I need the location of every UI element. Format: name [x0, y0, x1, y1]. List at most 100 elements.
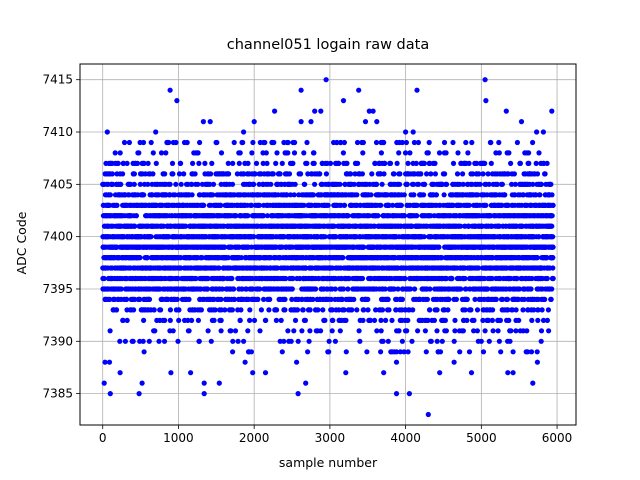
data-point [151, 307, 157, 313]
data-point [418, 171, 424, 177]
data-point [218, 317, 224, 323]
data-point [273, 160, 279, 166]
data-point [107, 296, 113, 302]
data-point [356, 328, 362, 334]
data-point [101, 275, 107, 282]
data-point [405, 160, 411, 166]
data-point [230, 160, 236, 166]
data-point [378, 328, 384, 334]
data-point [264, 160, 270, 166]
data-point [115, 160, 121, 166]
data-point [436, 150, 443, 156]
data-point [178, 181, 184, 187]
data-point [460, 328, 466, 334]
data-point [340, 286, 346, 292]
data-point [266, 307, 272, 313]
data-point [307, 328, 313, 334]
data-point [230, 349, 236, 355]
data-point [315, 307, 321, 313]
data-point [371, 317, 378, 323]
data-point [409, 338, 415, 344]
data-point [218, 150, 225, 156]
data-point [172, 192, 178, 198]
data-point [397, 171, 403, 177]
data-point [317, 171, 323, 177]
data-point [166, 139, 172, 146]
data-point [368, 192, 374, 198]
data-point [109, 171, 115, 177]
data-point [442, 171, 448, 177]
data-point [250, 139, 256, 146]
data-point [340, 150, 346, 156]
data-point [238, 307, 244, 313]
data-point [365, 296, 371, 302]
data-point [190, 160, 196, 166]
data-point [439, 338, 445, 344]
data-point [474, 307, 481, 313]
data-point [360, 139, 366, 146]
data-point [306, 338, 312, 344]
data-point [175, 275, 181, 282]
data-point [326, 338, 332, 344]
data-point [205, 328, 211, 334]
data-point [453, 296, 459, 302]
data-point [449, 275, 455, 282]
data-point [441, 139, 448, 146]
data-point [167, 181, 173, 187]
data-point [229, 307, 235, 313]
data-point [457, 349, 463, 355]
data-point [318, 328, 324, 334]
data-point [124, 296, 130, 302]
data-point [301, 150, 307, 156]
data-point [196, 160, 202, 166]
data-point [360, 317, 366, 323]
data-point [124, 160, 130, 166]
data-point [198, 307, 204, 313]
data-point [229, 275, 235, 282]
data-point [374, 181, 380, 187]
data-point [241, 338, 247, 344]
data-point [184, 139, 190, 146]
data-point [407, 150, 413, 156]
data-point [131, 181, 137, 187]
data-point [414, 213, 420, 219]
data-point [375, 213, 381, 219]
data-point [466, 349, 473, 355]
data-point [413, 160, 419, 166]
data-point [427, 286, 433, 292]
data-point [199, 255, 205, 261]
data-point [229, 181, 236, 187]
data-point [195, 181, 201, 187]
data-point [349, 307, 355, 313]
data-point [186, 328, 192, 334]
data-point [359, 275, 366, 282]
data-point [391, 171, 397, 177]
data-point [304, 160, 310, 166]
data-point [434, 338, 440, 344]
data-point [402, 213, 408, 219]
data-point [360, 150, 366, 156]
data-point [163, 150, 169, 156]
data-point [433, 192, 439, 198]
data-point [395, 286, 401, 292]
data-point [292, 317, 299, 323]
data-point [464, 296, 470, 302]
data-point [278, 317, 284, 323]
data-point [421, 192, 427, 198]
data-point [422, 181, 428, 187]
data-point [273, 317, 279, 323]
data-point [291, 150, 298, 156]
data-point [232, 328, 239, 334]
data-point [343, 349, 349, 355]
data-point [415, 328, 421, 334]
data-point [107, 328, 113, 334]
data-point [218, 296, 224, 302]
data-point [112, 150, 118, 156]
data-point [415, 139, 421, 146]
data-point [120, 317, 126, 323]
data-point [348, 171, 354, 177]
data-point [344, 160, 350, 166]
data-point [271, 139, 277, 146]
data-point [236, 160, 242, 166]
data-point [214, 139, 220, 146]
